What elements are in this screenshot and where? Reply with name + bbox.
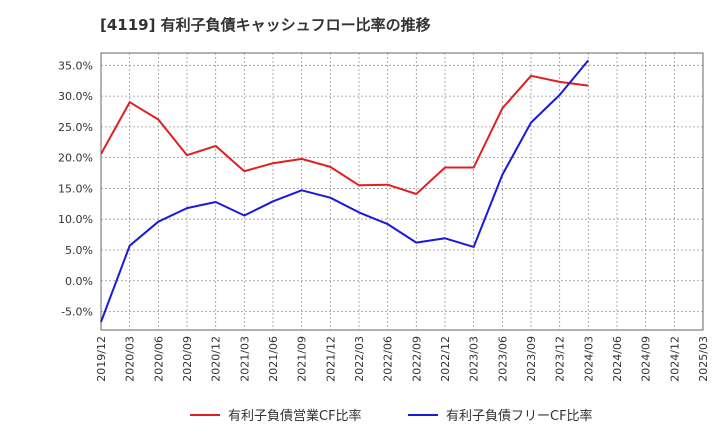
- legend-label-2: 有利子負債フリーCF比率: [446, 408, 593, 424]
- x-tick-label: 2021/03: [238, 336, 251, 382]
- x-tick-label: 2022/09: [410, 336, 423, 382]
- x-tick-label: 2021/12: [324, 336, 337, 382]
- x-tick-label: 2020/09: [181, 336, 194, 382]
- x-tick-label: 2022/06: [382, 336, 395, 382]
- y-tick-label: 35.0%: [58, 59, 93, 72]
- y-tick-label: 0.0%: [65, 275, 93, 288]
- x-tick-label: 2022/03: [353, 336, 366, 382]
- y-tick-label: 20.0%: [58, 152, 93, 165]
- x-tick-label: 2023/06: [496, 336, 509, 382]
- y-tick-label: 25.0%: [58, 121, 93, 134]
- x-tick-label: 2021/09: [296, 336, 309, 382]
- y-tick-label: 5.0%: [65, 244, 93, 257]
- x-tick-label: 2024/12: [668, 336, 681, 382]
- x-tick-label: 2025/03: [697, 336, 710, 382]
- x-tick-label: 2024/09: [640, 336, 653, 382]
- y-tick-label: 10.0%: [58, 213, 93, 226]
- series-line-2: [100, 59, 590, 323]
- x-tick-label: 2020/06: [152, 336, 165, 382]
- x-tick-label: 2021/06: [267, 336, 280, 382]
- x-tick-label: 2023/03: [468, 336, 481, 382]
- y-tick-label: -5.0%: [61, 306, 93, 319]
- x-tick-label: 2023/09: [525, 336, 538, 382]
- y-tick-label: 30.0%: [58, 90, 93, 103]
- x-tick-label: 2024/03: [582, 336, 595, 382]
- x-tick-label: 2020/12: [210, 336, 223, 382]
- x-tick-label: 2019/12: [95, 336, 108, 382]
- y-tick-label: 15.0%: [58, 182, 93, 195]
- plot-area: [101, 53, 703, 330]
- legend-label-1: 有利子負債営業CF比率: [228, 408, 362, 424]
- x-tick-label: 2022/12: [439, 336, 452, 382]
- series-line-1: [100, 74, 589, 195]
- x-tick-label: 2023/12: [554, 336, 567, 382]
- x-tick-label: 2024/06: [611, 336, 624, 382]
- plot-border: [100, 52, 704, 331]
- chart-title: [4119] 有利子負債キャッシュフロー比率の推移: [100, 16, 431, 34]
- x-tick-label: 2020/03: [124, 336, 137, 382]
